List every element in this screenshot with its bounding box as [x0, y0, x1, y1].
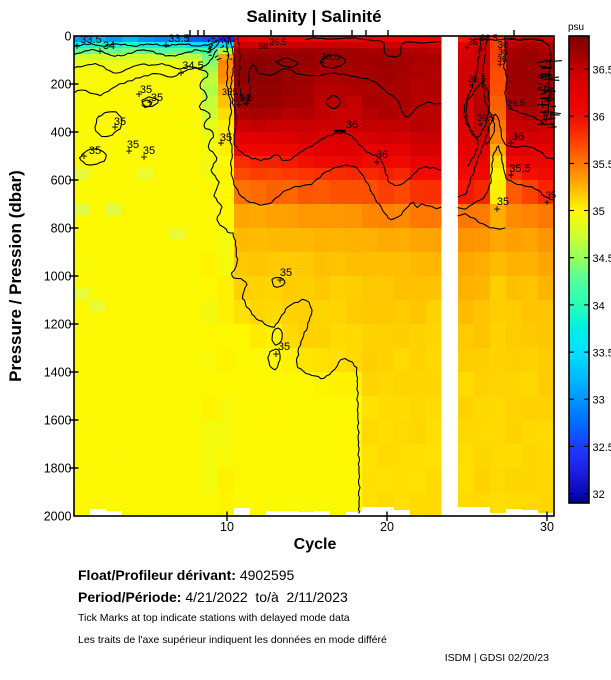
- svg-text:Tick Marks at top indicate sta: Tick Marks at top indicate stations with…: [78, 612, 350, 624]
- svg-text:psu: psu: [568, 22, 584, 33]
- svg-text:+: +: [217, 136, 224, 150]
- svg-text:5: 5: [232, 87, 237, 97]
- svg-text:Salinity | Salinité: Salinity | Salinité: [246, 7, 381, 26]
- svg-text:+: +: [276, 273, 283, 287]
- svg-text:+: +: [493, 202, 500, 216]
- svg-text:34: 34: [103, 40, 115, 52]
- svg-text:35: 35: [593, 206, 605, 218]
- svg-text:+: +: [507, 136, 514, 150]
- svg-text:1800: 1800: [44, 462, 72, 476]
- svg-text:+: +: [272, 347, 279, 361]
- svg-text:ISDM | GDSI 02/20/23: ISDM | GDSI 02/20/23: [445, 652, 549, 664]
- svg-text:+: +: [467, 81, 473, 92]
- svg-text:Pressure / Pression (dbar): Pressure / Pression (dbar): [6, 170, 25, 382]
- svg-text:+: +: [373, 155, 380, 169]
- svg-text:10: 10: [220, 520, 234, 534]
- svg-text:+: +: [135, 87, 142, 101]
- svg-text:1400: 1400: [44, 366, 72, 380]
- svg-text:32.5: 32.5: [593, 442, 611, 454]
- svg-text:34.5: 34.5: [593, 253, 611, 265]
- svg-text:2000: 2000: [44, 510, 72, 524]
- svg-text:1600: 1600: [44, 414, 72, 428]
- svg-text:200: 200: [51, 78, 72, 92]
- svg-text:Float/Profileur dérivant: 4902: Float/Profileur dérivant: 4902595: [78, 567, 295, 583]
- svg-text:36.5: 36.5: [480, 33, 498, 43]
- svg-text:+: +: [80, 149, 87, 163]
- svg-text:+: +: [544, 198, 550, 209]
- svg-text:800: 800: [51, 222, 72, 236]
- svg-text:33.5: 33.5: [593, 348, 611, 360]
- svg-text:32: 32: [593, 489, 605, 501]
- svg-text:+: +: [478, 45, 484, 56]
- svg-text:35: 35: [222, 87, 232, 97]
- svg-text:1000: 1000: [44, 270, 72, 284]
- svg-text:34: 34: [593, 300, 605, 312]
- svg-text:+: +: [507, 104, 513, 115]
- svg-text:+: +: [464, 43, 470, 54]
- svg-text:20: 20: [380, 520, 394, 534]
- svg-text:30: 30: [540, 520, 554, 534]
- svg-text:Cycle: Cycle: [294, 536, 337, 553]
- svg-text:+: +: [146, 95, 153, 109]
- svg-text:+: +: [162, 38, 169, 52]
- svg-text:36.5: 36.5: [593, 65, 611, 77]
- svg-text:Les traits de l'axe supérieur: Les traits de l'axe supérieur indiquent …: [78, 634, 387, 646]
- svg-text:+: +: [507, 168, 514, 182]
- svg-text:0: 0: [65, 30, 72, 44]
- svg-text:35: 35: [278, 341, 290, 353]
- svg-text:34.5: 34.5: [182, 60, 203, 72]
- svg-text:1200: 1200: [44, 318, 72, 332]
- svg-text:+: +: [177, 66, 184, 80]
- svg-text:+: +: [319, 57, 325, 69]
- svg-text:+: +: [244, 99, 250, 110]
- svg-text:400: 400: [51, 126, 72, 140]
- svg-text:+: +: [477, 120, 483, 131]
- svg-text:Period/Période: 4/21/2022 to/: Period/Période: 4/21/2022 to/à 2/11/2023: [78, 589, 348, 605]
- svg-text:600: 600: [51, 174, 72, 188]
- svg-text:33: 33: [593, 395, 605, 407]
- svg-text:35.5: 35.5: [593, 159, 611, 171]
- svg-text:+: +: [140, 150, 147, 164]
- svg-text:36: 36: [593, 112, 605, 124]
- svg-text:35: 35: [89, 145, 101, 157]
- svg-text:+: +: [111, 120, 118, 134]
- svg-text:+: +: [96, 44, 103, 58]
- svg-text:+: +: [497, 60, 503, 71]
- svg-text:36: 36: [258, 41, 268, 51]
- svg-text:+: +: [73, 39, 80, 53]
- svg-text:36.5: 36.5: [269, 37, 287, 47]
- svg-text:+: +: [125, 144, 132, 158]
- svg-text:36: 36: [346, 119, 358, 131]
- svg-text:33.5: 33.5: [168, 33, 189, 45]
